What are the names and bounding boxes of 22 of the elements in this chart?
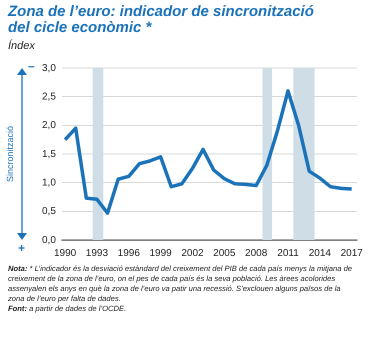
- x-tick-label: 2017: [340, 248, 364, 259]
- x-tick-label: 1996: [118, 248, 140, 259]
- text: +: [18, 241, 26, 255]
- x-tick-label: 1993: [86, 248, 108, 259]
- x-tick-label: 2002: [181, 248, 204, 259]
- x-tick-label: 2008: [245, 248, 268, 259]
- y-tick-label: 2,5: [42, 91, 56, 102]
- text: –: [28, 59, 35, 73]
- chart-subtitle: Índex: [8, 40, 35, 52]
- y-tick-label: 0,5: [42, 206, 56, 218]
- x-tick-label: 1990: [54, 248, 77, 259]
- y-tick-label: 3,0: [42, 62, 56, 74]
- y-tick-label: 1,0: [42, 177, 56, 188]
- y-tick-label: 2,0: [42, 120, 56, 132]
- x-tick-label: 1999: [149, 248, 172, 259]
- y-tick-label: 0,0: [42, 234, 56, 246]
- y-axis-title: Sincronització: [5, 126, 16, 182]
- chart-title: Zona de l’euro: indicador de sincronització del cicle econòmic *: [8, 3, 315, 36]
- x-tick-label: 2011: [277, 248, 300, 259]
- y-tick-label: 1,5: [42, 148, 56, 160]
- x-tick-label: 2005: [213, 248, 236, 259]
- x-tick-label: 2014: [308, 248, 332, 259]
